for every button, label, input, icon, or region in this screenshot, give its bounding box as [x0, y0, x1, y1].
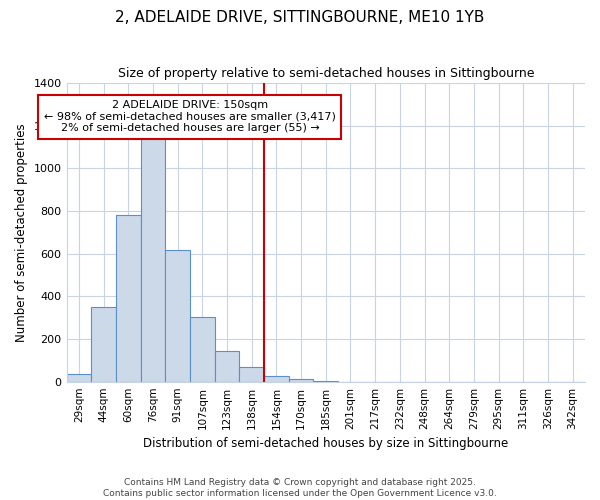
- Bar: [289, 379, 313, 382]
- Y-axis label: Number of semi-detached properties: Number of semi-detached properties: [15, 123, 28, 342]
- X-axis label: Distribution of semi-detached houses by size in Sittingbourne: Distribution of semi-detached houses by …: [143, 437, 508, 450]
- Bar: [264, 376, 289, 382]
- Title: Size of property relative to semi-detached houses in Sittingbourne: Size of property relative to semi-detach…: [118, 68, 534, 80]
- Bar: [116, 216, 140, 382]
- Bar: [67, 374, 91, 382]
- Bar: [165, 250, 190, 382]
- Bar: [91, 307, 116, 382]
- Bar: [215, 351, 239, 382]
- Text: 2 ADELAIDE DRIVE: 150sqm
← 98% of semi-detached houses are smaller (3,417)
2% of: 2 ADELAIDE DRIVE: 150sqm ← 98% of semi-d…: [44, 100, 336, 134]
- Bar: [313, 380, 338, 382]
- Text: Contains HM Land Registry data © Crown copyright and database right 2025.
Contai: Contains HM Land Registry data © Crown c…: [103, 478, 497, 498]
- Bar: [239, 366, 264, 382]
- Bar: [190, 316, 215, 382]
- Text: 2, ADELAIDE DRIVE, SITTINGBOURNE, ME10 1YB: 2, ADELAIDE DRIVE, SITTINGBOURNE, ME10 1…: [115, 10, 485, 25]
- Bar: [140, 138, 165, 382]
